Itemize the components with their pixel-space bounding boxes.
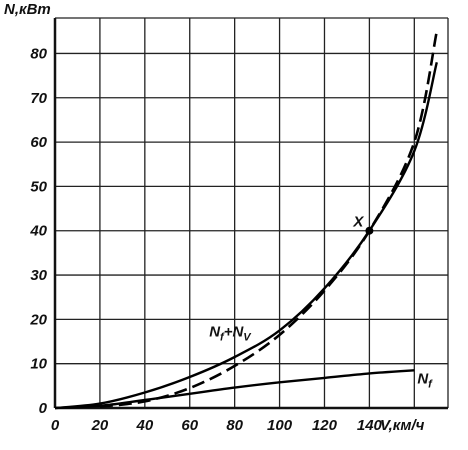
series-line-0 xyxy=(54,62,438,410)
x-tick-label: 80 xyxy=(226,417,243,434)
y-tick-label: 70 xyxy=(30,90,47,107)
y-tick-label: 0 xyxy=(39,400,48,417)
y-tick-label: 80 xyxy=(30,45,47,62)
nf-curve-label: Nf xyxy=(417,371,433,391)
point-x-marker xyxy=(365,226,374,235)
y-tick-label: 30 xyxy=(30,267,47,284)
x-tick-label: 20 xyxy=(91,417,109,434)
x-tick-label: 0 xyxy=(51,417,60,434)
series-line-2 xyxy=(54,369,415,410)
series-line-1 xyxy=(99,31,439,408)
tick-labels: 0 20 40 60 80 100 120 140 0 10 20 30 40 50 60 70 80 xyxy=(29,45,382,434)
y-tick-label: 10 xyxy=(30,356,47,373)
annotations: N,кВт V,км/ч X Nf+NV Nf xyxy=(4,1,433,434)
x-tick-label: 120 xyxy=(312,417,338,434)
x-tick-label: 40 xyxy=(135,417,153,434)
grid xyxy=(55,17,449,408)
series xyxy=(54,31,439,410)
sum-curve-label: Nf+NV xyxy=(209,324,252,344)
x-tick-label: 100 xyxy=(267,417,293,434)
point-x-label: X xyxy=(352,214,364,231)
y-tick-label: 60 xyxy=(30,134,47,151)
x-axis-label: V,км/ч xyxy=(380,417,425,434)
y-tick-label: 40 xyxy=(29,223,47,240)
y-axis-label: N,кВт xyxy=(4,1,51,18)
y-tick-label: 50 xyxy=(30,178,47,195)
x-tick-label: 140 xyxy=(357,417,383,434)
x-tick-label: 60 xyxy=(181,417,198,434)
y-tick-label: 20 xyxy=(29,311,47,328)
axes xyxy=(53,18,448,410)
